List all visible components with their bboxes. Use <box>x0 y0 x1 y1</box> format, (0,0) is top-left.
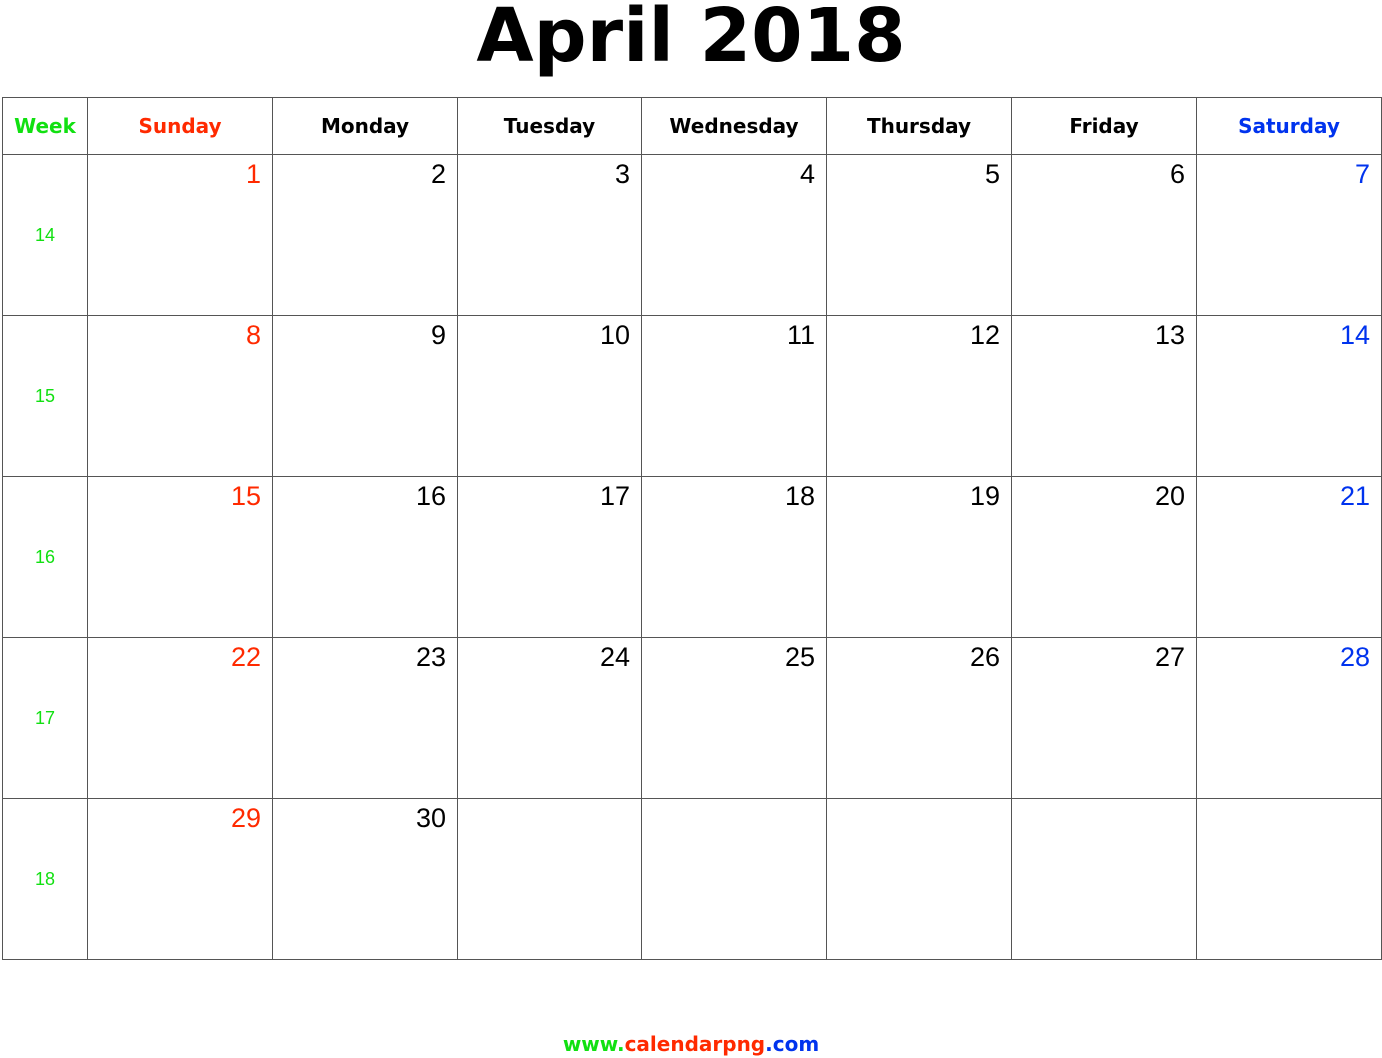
footer-part: calendarpng <box>624 1032 766 1056</box>
footer-part: www. <box>562 1032 625 1056</box>
day-cell: 22 <box>87 637 273 799</box>
empty-cell <box>826 798 1012 960</box>
day-cell: 10 <box>457 315 642 477</box>
day-cell: 25 <box>641 637 827 799</box>
header-cell: Week <box>2 97 88 155</box>
week-row: 18 29 30 <box>2 798 1382 960</box>
header-row: Week Sunday Monday Tuesday Wednesday Thursday… <box>2 97 1382 155</box>
footer-part: .com <box>765 1032 820 1056</box>
day-cell: 4 <box>641 154 827 316</box>
day-cell: 15 <box>87 476 273 638</box>
day-cell: 13 <box>1011 315 1197 477</box>
empty-cell <box>457 798 642 960</box>
empty-cell <box>1196 798 1382 960</box>
week-row: 15 8 9 10 11 12 13 14 <box>2 315 1382 477</box>
day-cell: 12 <box>826 315 1012 477</box>
header-cell: Thursday <box>826 97 1012 155</box>
day-cell: 24 <box>457 637 642 799</box>
week-row: 14 1 2 3 4 5 6 7 <box>2 154 1382 316</box>
day-cell: 14 <box>1196 315 1382 477</box>
day-cell: 28 <box>1196 637 1382 799</box>
header-cell: Tuesday <box>457 97 642 155</box>
week-number: 14 <box>2 154 88 316</box>
empty-cell <box>1011 798 1197 960</box>
day-cell: 8 <box>87 315 273 477</box>
week-number: 16 <box>2 476 88 638</box>
day-cell: 19 <box>826 476 1012 638</box>
week-row: 17 22 23 24 25 26 27 28 <box>2 637 1382 799</box>
day-cell: 20 <box>1011 476 1197 638</box>
week-number: 17 <box>2 637 88 799</box>
footer: www.calendarpng.com <box>0 1032 1382 1056</box>
header-cell: Saturday <box>1196 97 1382 155</box>
week-number: 18 <box>2 798 88 960</box>
day-cell: 27 <box>1011 637 1197 799</box>
empty-cell <box>641 798 827 960</box>
week-row: 16 15 16 17 18 19 20 21 <box>2 476 1382 638</box>
day-cell: 3 <box>457 154 642 316</box>
header-cell: Wednesday <box>641 97 827 155</box>
day-cell: 18 <box>641 476 827 638</box>
day-cell: 6 <box>1011 154 1197 316</box>
week-number: 15 <box>2 315 88 477</box>
day-cell: 23 <box>272 637 458 799</box>
day-cell: 2 <box>272 154 458 316</box>
calendar-title: April 2018 <box>476 0 906 79</box>
day-cell: 16 <box>272 476 458 638</box>
calendar-grid: Week Sunday Monday Tuesday Wednesday Thursday… <box>2 97 1382 960</box>
day-cell: 5 <box>826 154 1012 316</box>
day-cell: 30 <box>272 798 458 960</box>
header-cell: Sunday <box>87 97 273 155</box>
day-cell: 11 <box>641 315 827 477</box>
day-cell: 9 <box>272 315 458 477</box>
day-cell: 1 <box>87 154 273 316</box>
day-cell: 17 <box>457 476 642 638</box>
header-cell: Monday <box>272 97 458 155</box>
day-cell: 29 <box>87 798 273 960</box>
day-cell: 7 <box>1196 154 1382 316</box>
header-cell: Friday <box>1011 97 1197 155</box>
day-cell: 26 <box>826 637 1012 799</box>
day-cell: 21 <box>1196 476 1382 638</box>
